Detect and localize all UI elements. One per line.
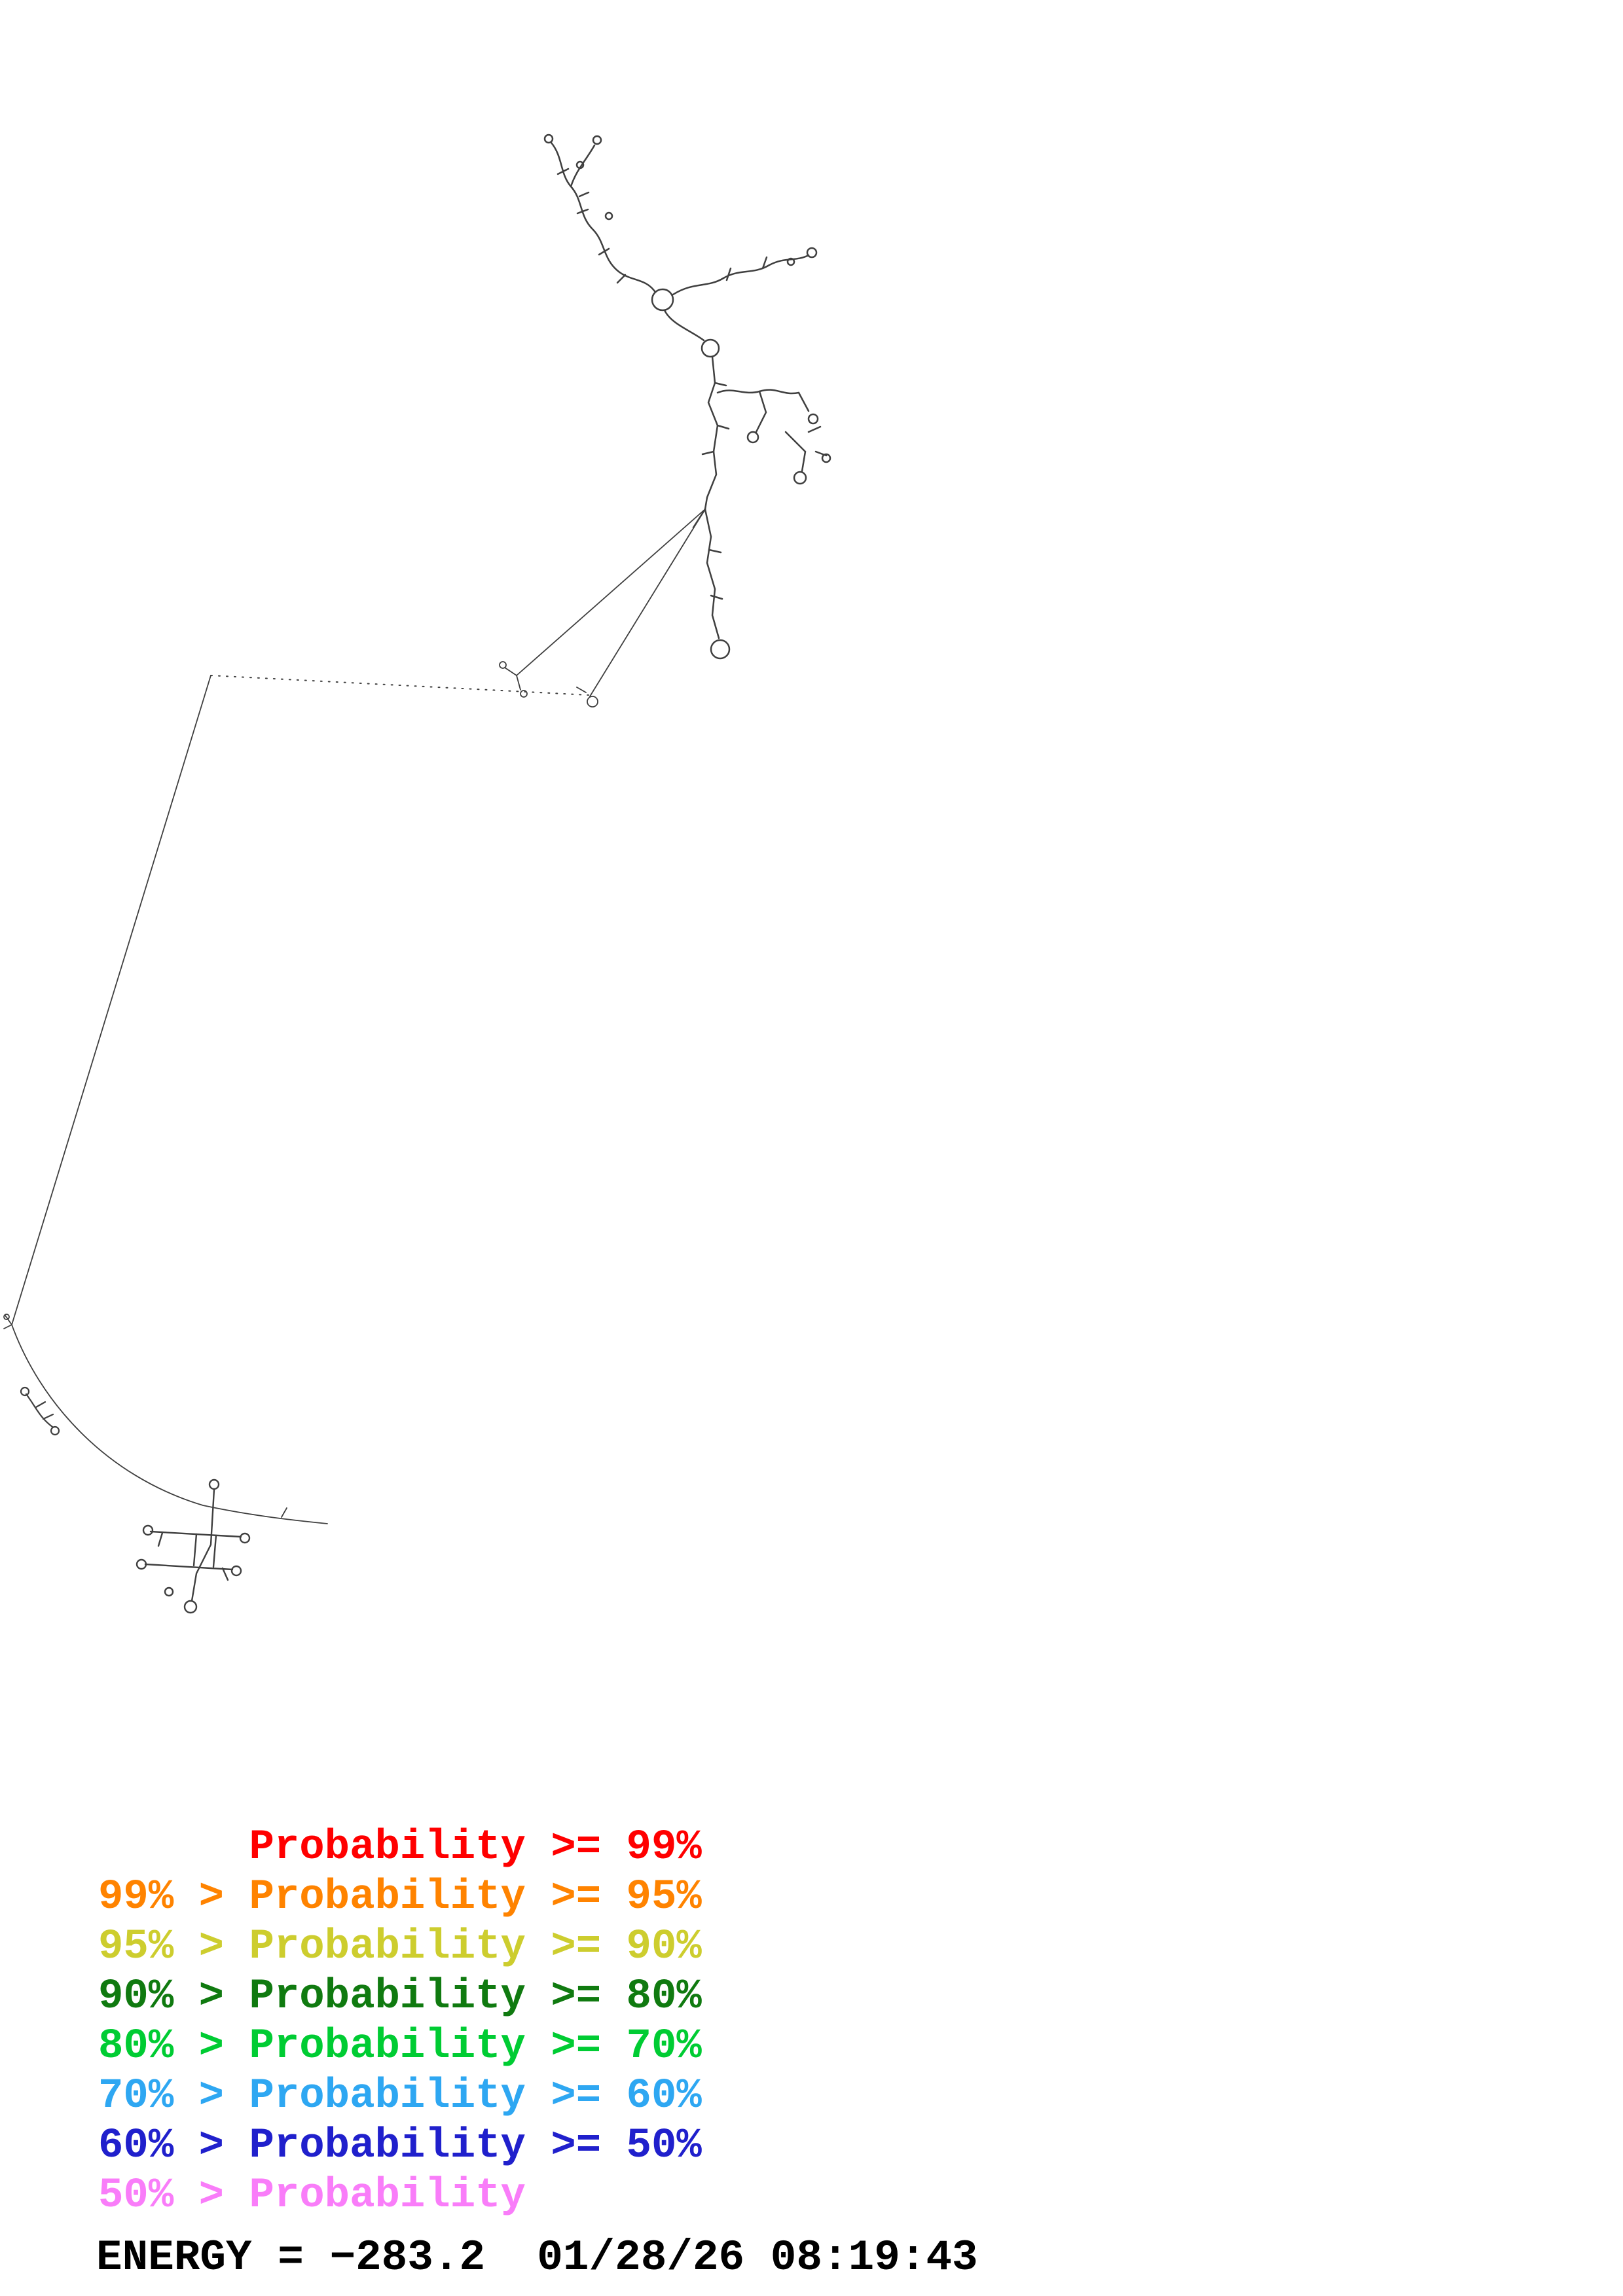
legend-row-p90: 95% > Probability >= 90%: [98, 1924, 702, 1971]
structure-backbone-line: [3, 675, 328, 1524]
legend-row-p50: 60% > Probability >= 50%: [98, 2123, 702, 2170]
legend-row-p99: Probability >= 99%: [98, 1824, 702, 1871]
legend-row-p60: 70% > Probability >= 60%: [98, 2073, 702, 2120]
legend-row-p80: 90% > Probability >= 80%: [98, 1973, 702, 2020]
legend-row-below50: 50% > Probability: [98, 2172, 526, 2219]
legend-row-p70: 80% > Probability >= 70%: [98, 2023, 702, 2070]
probability-legend: Probability >= 99% 99% > Probability >= …: [98, 1823, 702, 2221]
structure-strokes: [3, 134, 831, 1614]
structure-lower-cluster: [136, 1479, 251, 1614]
structure-connector-lines: [210, 509, 706, 708]
energy-timestamp-label: ENERGY = −283.2 01/28/26 08:19:43: [96, 2233, 978, 2282]
structure-top-cluster: [543, 134, 831, 660]
structure-side-cluster: [20, 1386, 60, 1436]
legend-row-p95: 99% > Probability >= 95%: [98, 1874, 702, 1921]
